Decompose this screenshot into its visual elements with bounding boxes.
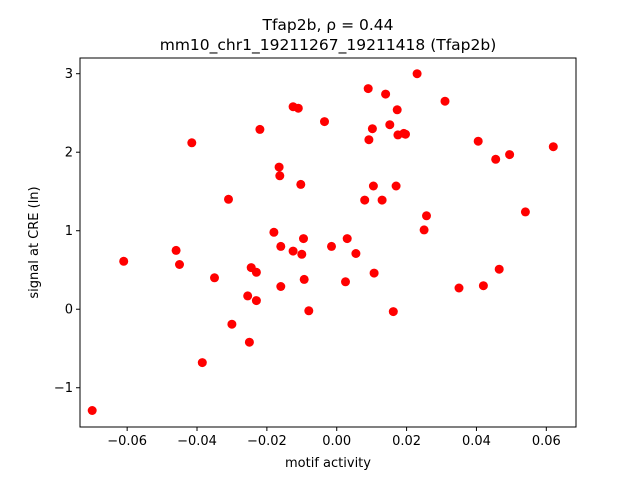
chart-title-line2: mm10_chr1_19211267_19211418 (Tfap2b): [160, 36, 497, 55]
data-point: [275, 171, 285, 181]
data-point: [87, 406, 97, 415]
data-point: [255, 124, 265, 134]
data-point: [269, 227, 279, 237]
data-point: [381, 89, 391, 99]
data-point: [171, 245, 181, 255]
data-point: [276, 241, 286, 251]
data-point: [494, 264, 504, 274]
data-point: [327, 241, 336, 251]
y-tick-label: 0: [65, 303, 73, 318]
data-point: [377, 195, 387, 205]
x-tick-label: 0.00: [322, 434, 351, 449]
x-tick-label: −0.06: [107, 434, 147, 449]
data-point: [276, 282, 286, 291]
data-point: [419, 225, 429, 235]
data-points: [87, 69, 558, 415]
data-point: [296, 179, 306, 189]
data-point: [341, 277, 350, 287]
data-point: [224, 194, 233, 204]
data-point: [412, 69, 422, 79]
data-point: [491, 154, 501, 164]
y-tick-label: −1: [54, 381, 73, 396]
data-point: [175, 260, 184, 269]
data-point: [454, 283, 464, 293]
data-point: [422, 211, 431, 221]
x-axis-label: motif activity: [285, 456, 371, 471]
data-point: [299, 234, 308, 244]
data-point: [548, 142, 558, 152]
data-point: [299, 274, 309, 284]
data-point: [251, 267, 261, 277]
data-point: [293, 103, 303, 113]
data-point: [369, 268, 379, 278]
data-point: [360, 195, 370, 205]
data-point: [392, 105, 402, 115]
data-point: [440, 96, 450, 106]
data-point: [227, 319, 237, 329]
data-point: [288, 246, 298, 256]
x-tick-label: −0.04: [177, 434, 217, 449]
y-tick-label: 1: [65, 224, 73, 239]
data-point: [197, 358, 207, 368]
data-point: [351, 249, 361, 258]
data-point: [320, 117, 329, 127]
data-point: [473, 136, 483, 146]
data-point: [505, 150, 515, 160]
y-axis-ticks: −1 0 1 2 3: [54, 67, 80, 396]
data-point: [391, 181, 401, 191]
data-point: [364, 135, 374, 145]
data-point: [401, 129, 410, 139]
data-point: [363, 84, 373, 94]
x-tick-label: −0.02: [247, 434, 287, 449]
x-tick-label: 0.04: [462, 434, 491, 449]
data-point: [119, 256, 129, 266]
data-point: [274, 162, 284, 172]
x-tick-label: 0.06: [532, 434, 561, 449]
data-point: [342, 234, 352, 244]
data-point: [385, 120, 395, 130]
y-tick-label: 2: [65, 146, 73, 161]
data-point: [187, 138, 197, 148]
y-axis-label: signal at CRE (ln): [27, 186, 42, 298]
data-point: [478, 281, 488, 291]
chart-title-line1: Tfap2b, ρ = 0.44: [261, 16, 393, 34]
y-tick-label: 3: [65, 67, 73, 82]
data-point: [367, 124, 377, 134]
plot-frame: [79, 57, 577, 428]
data-point: [297, 249, 307, 259]
data-point: [520, 207, 530, 217]
data-point: [243, 291, 253, 301]
data-point: [244, 337, 254, 347]
data-point: [251, 296, 261, 306]
data-point: [304, 306, 314, 316]
data-point: [388, 307, 398, 317]
x-axis-ticks: −0.06 −0.04 −0.02 0.00 0.02 0.04 0.06: [107, 427, 561, 449]
data-point: [210, 273, 219, 283]
data-point: [368, 181, 378, 191]
x-tick-label: 0.02: [392, 434, 421, 449]
